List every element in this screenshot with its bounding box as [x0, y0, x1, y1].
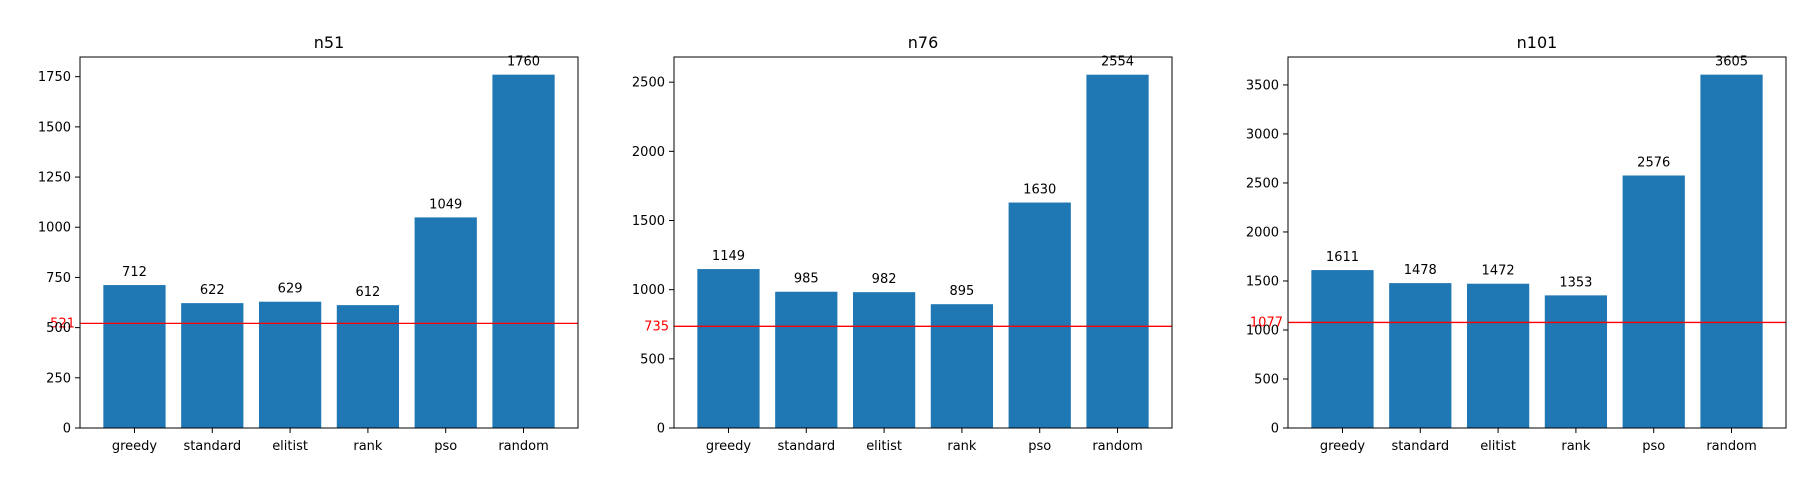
- bar-greedy: [697, 269, 760, 428]
- x-tick-label-elitist: elitist: [272, 439, 308, 454]
- bar-elitist: [1466, 283, 1530, 428]
- y-tick-label: 2000: [632, 145, 665, 160]
- y-tick-label: 1000: [38, 221, 71, 236]
- value-label-standard: 1478: [1404, 263, 1437, 278]
- reference-line-label: 735: [644, 319, 669, 334]
- y-tick-label: 1000: [1246, 323, 1279, 338]
- x-tick-label-rank: rank: [947, 439, 977, 454]
- value-label-rank: 895: [949, 284, 974, 299]
- bar-rank: [1544, 295, 1608, 428]
- x-tick-label-greedy: greedy: [706, 439, 752, 454]
- x-tick-label-rank: rank: [1561, 439, 1591, 454]
- value-label-greedy: 1149: [712, 249, 745, 264]
- chart-panel-n51: n51 712 622 629 612 1049 1760 521 0 250 500 750 100…: [38, 33, 579, 454]
- x-tick-label-elitist: elitist: [1480, 439, 1516, 454]
- x-tick-label-random: random: [1706, 439, 1756, 454]
- chart-panel-n76: n76 1149 985 982 895 1630 2554 735 0 500 1000 1500…: [632, 33, 1173, 454]
- bar-greedy: [1311, 270, 1374, 428]
- value-label-greedy: 712: [122, 265, 147, 280]
- y-tick-label: 3500: [1246, 78, 1279, 93]
- y-tick-label: 1000: [632, 283, 665, 298]
- bar-pso: [1008, 202, 1071, 428]
- bar-pso: [414, 217, 477, 428]
- x-tick-label-standard: standard: [183, 439, 241, 454]
- chart-title: n76: [908, 33, 939, 52]
- value-label-random: 2554: [1101, 55, 1134, 70]
- value-label-elitist: 1472: [1482, 264, 1515, 279]
- y-tick-label: 500: [640, 352, 665, 367]
- bar-standard: [181, 303, 244, 428]
- value-label-standard: 985: [794, 272, 819, 287]
- reference-line-label: 521: [50, 316, 75, 331]
- axes-frame: [673, 56, 1173, 429]
- x-tick-label-greedy: greedy: [112, 439, 158, 454]
- value-label-rank: 612: [355, 285, 380, 300]
- x-tick-label-pso: pso: [1028, 439, 1051, 454]
- bar-greedy: [103, 285, 166, 428]
- y-tick-label: 1750: [38, 70, 71, 85]
- y-tick-label: 2000: [1246, 225, 1279, 240]
- value-label-greedy: 1611: [1326, 250, 1359, 265]
- bar-standard: [775, 291, 838, 428]
- value-label-pso: 1630: [1023, 183, 1056, 198]
- x-tick-label-rank: rank: [353, 439, 383, 454]
- chart-title: n51: [314, 33, 345, 52]
- value-label-random: 3605: [1715, 55, 1748, 70]
- y-tick-label: 750: [46, 271, 71, 286]
- y-tick-label: 1500: [38, 120, 71, 135]
- x-tick-label-standard: standard: [777, 439, 835, 454]
- x-tick-label-pso: pso: [1642, 439, 1665, 454]
- bar-elitist: [258, 301, 322, 428]
- y-tick-label: 500: [1254, 372, 1279, 387]
- axes-frame: [79, 56, 579, 429]
- x-tick-label-random: random: [498, 439, 548, 454]
- axes-frame: [1287, 56, 1787, 429]
- y-tick-label: 1250: [38, 171, 71, 186]
- value-label-pso: 1049: [429, 197, 462, 212]
- value-label-pso: 2576: [1637, 156, 1670, 171]
- y-tick-label: 250: [46, 371, 71, 386]
- x-tick-label-standard: standard: [1391, 439, 1449, 454]
- bar-random: [1700, 74, 1763, 429]
- bar-rank: [930, 304, 994, 428]
- y-tick-label: 2500: [1246, 176, 1279, 191]
- y-tick-label: 1500: [1246, 274, 1279, 289]
- x-tick-label-pso: pso: [434, 439, 457, 454]
- y-tick-label: 0: [1271, 422, 1279, 437]
- reference-line-label: 1077: [1250, 315, 1283, 330]
- y-tick-label: 2500: [632, 76, 665, 91]
- bar-standard: [1389, 283, 1452, 428]
- y-tick-label: 3000: [1246, 127, 1279, 142]
- y-tick-label: 1500: [632, 214, 665, 229]
- value-label-elitist: 982: [872, 272, 897, 287]
- chart-title: n101: [1517, 33, 1558, 52]
- value-label-standard: 622: [200, 283, 225, 298]
- x-tick-label-random: random: [1092, 439, 1142, 454]
- bar-random: [492, 74, 555, 429]
- bar-random: [1086, 74, 1149, 429]
- x-tick-label-elitist: elitist: [866, 439, 902, 454]
- bar-elitist: [852, 292, 916, 428]
- bar-rank: [336, 305, 400, 428]
- x-tick-label-greedy: greedy: [1320, 439, 1366, 454]
- chart-panel-n101: n101 1611 1478 1472 1353 2576 3605 1077 0 500 100…: [1246, 33, 1787, 454]
- y-tick-label: 500: [46, 321, 71, 336]
- value-label-elitist: 629: [278, 282, 303, 297]
- y-tick-label: 0: [63, 422, 71, 437]
- value-label-random: 1760: [507, 55, 540, 70]
- value-label-rank: 1353: [1559, 275, 1592, 290]
- bar-pso: [1622, 175, 1685, 428]
- y-tick-label: 0: [657, 422, 665, 437]
